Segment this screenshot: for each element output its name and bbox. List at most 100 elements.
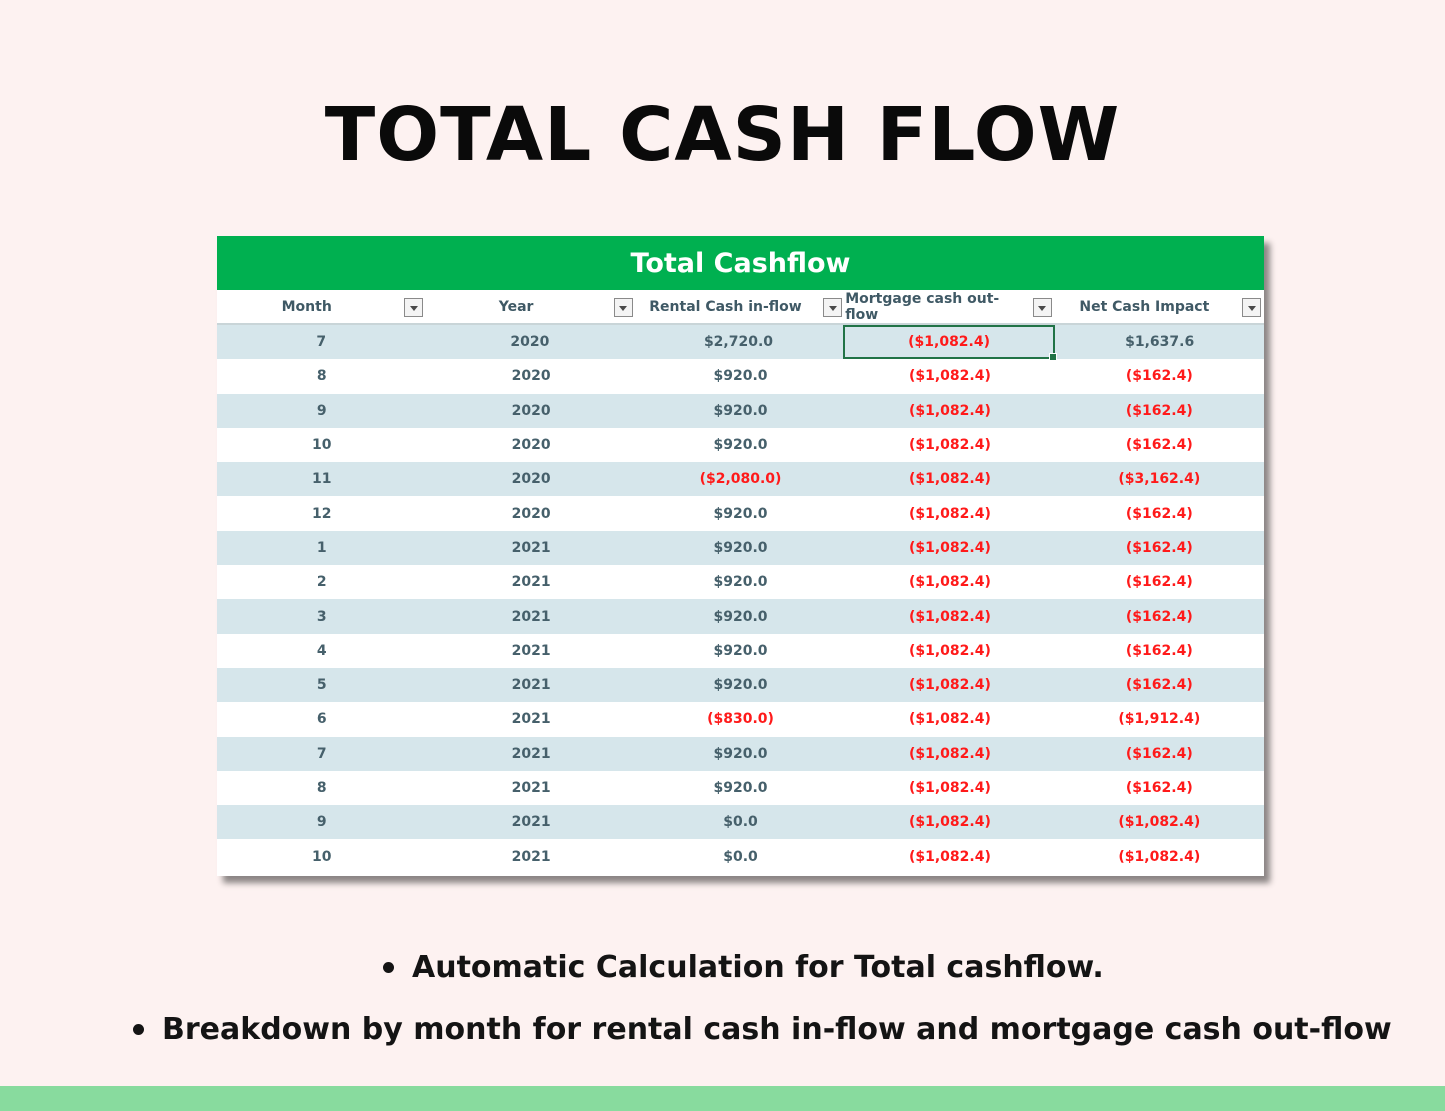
cell-month[interactable]: 8	[316, 368, 327, 385]
cell-net-impact[interactable]: ($162.4)	[1125, 608, 1193, 625]
cell-mortgage-outflow[interactable]: ($1,082.4)	[908, 437, 991, 454]
filter-dropdown-mortgage-outflow[interactable]	[1032, 298, 1052, 317]
column-header-label: Month	[281, 298, 332, 315]
cell-mortgage-outflow[interactable]: ($1,082.4)	[908, 745, 991, 762]
cell-month[interactable]: 1	[316, 539, 327, 556]
cell-mortgage-outflow[interactable]: ($1,082.4)	[842, 325, 1057, 362]
cell-mortgage-outflow[interactable]: ($1,082.4)	[908, 574, 991, 591]
cell-net-impact[interactable]: ($3,162.4)	[1118, 471, 1201, 488]
cell-mortgage-outflow[interactable]: ($1,082.4)	[908, 505, 991, 522]
cell-year[interactable]: 2020	[511, 505, 551, 522]
table-row: 10 2020 $920.0 ($1,082.4) ($162.4)	[217, 427, 1264, 463]
feature-item: Breakdown by month for rental cash in-fl…	[133, 1012, 1392, 1047]
cell-rental-inflow[interactable]: ($830.0)	[707, 711, 774, 728]
cell-year[interactable]: 2021	[511, 642, 551, 659]
cell-month[interactable]: 4	[316, 642, 327, 659]
cell-mortgage-outflow[interactable]: ($1,082.4)	[908, 608, 991, 625]
cell-mortgage-outflow[interactable]: ($1,082.4)	[908, 402, 991, 419]
cell-month[interactable]: 7	[316, 334, 327, 351]
cell-net-impact[interactable]: ($162.4)	[1125, 505, 1193, 522]
cell-mortgage-outflow[interactable]: ($1,082.4)	[908, 848, 991, 865]
cell-year[interactable]: 2021	[511, 745, 551, 762]
filter-dropdown-month[interactable]	[404, 298, 424, 317]
cell-year[interactable]: 2021	[511, 848, 551, 865]
filter-dropdown-year[interactable]	[613, 298, 633, 317]
cell-month[interactable]: 5	[316, 677, 327, 694]
column-header-label: Mortgage cash out-flow	[845, 290, 1000, 323]
cell-net-impact[interactable]: $1,637.6	[1125, 334, 1195, 351]
cell-year[interactable]: 2021	[511, 814, 551, 831]
cell-rental-inflow[interactable]: $920.0	[713, 608, 768, 625]
cell-net-impact[interactable]: ($1,912.4)	[1118, 711, 1201, 728]
cell-net-impact[interactable]: ($162.4)	[1125, 780, 1193, 796]
cell-rental-inflow[interactable]: $920.0	[713, 539, 768, 556]
cell-net-impact[interactable]: ($162.4)	[1125, 574, 1193, 591]
cell-year[interactable]: 2020	[511, 402, 551, 419]
cell-rental-inflow[interactable]: $920.0	[713, 574, 768, 591]
cell-month[interactable]: 10	[311, 848, 332, 865]
cell-rental-inflow[interactable]: $920.0	[713, 642, 768, 659]
cell-month[interactable]: 3	[316, 608, 327, 625]
cell-year[interactable]: 2021	[511, 608, 551, 625]
cell-rental-inflow[interactable]: $2,720.0	[703, 334, 774, 351]
cell-mortgage-outflow[interactable]: ($1,082.4)	[908, 677, 991, 694]
cell-year[interactable]: 2021	[511, 539, 551, 556]
cell-year[interactable]: 2021	[511, 780, 551, 796]
cell-rental-inflow[interactable]: $0.0	[723, 848, 758, 865]
cell-mortgage-outflow[interactable]: ($1,082.4)	[908, 814, 991, 831]
cell-net-impact[interactable]: ($162.4)	[1125, 677, 1193, 694]
cell-month[interactable]: 11	[311, 471, 332, 488]
cell-month[interactable]: 7	[316, 745, 327, 762]
cell-rental-inflow[interactable]: $920.0	[713, 677, 768, 694]
cell-mortgage-outflow[interactable]: ($1,082.4)	[908, 711, 991, 728]
filter-dropdown-rental-inflow[interactable]	[823, 298, 843, 317]
column-header-label: Net Cash Impact	[1079, 298, 1210, 315]
filter-dropdown-net-impact[interactable]	[1242, 298, 1262, 317]
feature-text: Automatic Calculation for Total cashflow…	[412, 950, 1104, 985]
table-row: 6 2021 ($830.0) ($1,082.4) ($1,912.4)	[217, 702, 1264, 737]
cell-year[interactable]: 2021	[511, 711, 551, 728]
cell-mortgage-outflow[interactable]: ($1,082.4)	[908, 642, 991, 659]
cell-month[interactable]: 8	[316, 780, 327, 796]
cell-rental-inflow[interactable]: $920.0	[713, 505, 768, 522]
cell-mortgage-outflow[interactable]: ($1,082.4)	[908, 471, 991, 488]
bullet-icon	[133, 1024, 144, 1035]
cell-year[interactable]: 2020	[511, 437, 551, 454]
cashflow-table: Total Cashflow Month Year Rental Cash in…	[217, 236, 1264, 876]
column-header-net-impact: Net Cash Impact	[1055, 290, 1264, 323]
column-header-rental-inflow: Rental Cash in-flow	[636, 290, 845, 323]
cell-net-impact[interactable]: ($162.4)	[1125, 539, 1193, 556]
cell-rental-inflow[interactable]: $920.0	[713, 402, 768, 419]
cell-rental-inflow[interactable]: $920.0	[713, 437, 768, 454]
cell-mortgage-outflow[interactable]: ($1,082.4)	[908, 780, 991, 796]
cell-month[interactable]: 6	[316, 711, 327, 728]
cell-year[interactable]: 2021	[511, 677, 551, 694]
cell-rental-inflow[interactable]: $920.0	[713, 745, 768, 762]
cell-net-impact[interactable]: ($162.4)	[1125, 437, 1193, 454]
cell-year[interactable]: 2020	[511, 471, 551, 488]
cell-year[interactable]: 2020	[511, 368, 551, 385]
table-row: 4 2021 $920.0 ($1,082.4) ($162.4)	[217, 633, 1264, 668]
cell-net-impact[interactable]: ($162.4)	[1125, 642, 1193, 659]
cell-rental-inflow[interactable]: $920.0	[713, 780, 768, 796]
cell-net-impact[interactable]: ($162.4)	[1125, 402, 1193, 419]
cell-year[interactable]: 2020	[510, 334, 550, 351]
column-header-year: Year	[426, 290, 635, 323]
cell-month[interactable]: 9	[316, 814, 327, 831]
cell-year[interactable]: 2021	[511, 574, 551, 591]
cell-month[interactable]: 9	[316, 402, 327, 419]
cell-net-impact[interactable]: ($1,082.4)	[1118, 848, 1201, 865]
cell-net-impact[interactable]: ($1,082.4)	[1118, 814, 1201, 831]
cell-rental-inflow[interactable]: $0.0	[723, 814, 758, 831]
cell-month[interactable]: 10	[311, 437, 332, 454]
footer-bar	[0, 1086, 1445, 1111]
cell-net-impact[interactable]: ($162.4)	[1125, 368, 1193, 385]
cell-mortgage-outflow[interactable]: ($1,082.4)	[908, 368, 991, 385]
cell-month[interactable]: 12	[311, 505, 332, 522]
cell-rental-inflow[interactable]: ($2,080.0)	[699, 471, 782, 488]
cell-mortgage-outflow[interactable]: ($1,082.4)	[908, 539, 991, 556]
feature-item: Automatic Calculation for Total cashflow…	[383, 950, 1104, 985]
cell-rental-inflow[interactable]: $920.0	[713, 368, 768, 385]
cell-month[interactable]: 2	[316, 574, 327, 591]
cell-net-impact[interactable]: ($162.4)	[1125, 745, 1193, 762]
